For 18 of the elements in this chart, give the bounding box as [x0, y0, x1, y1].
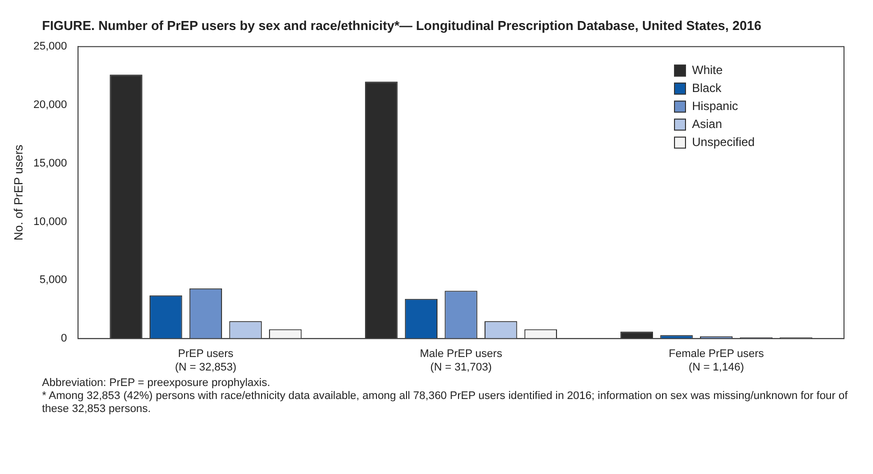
y-tick-label: 0	[60, 332, 68, 345]
text: Abbreviation: PrEP = preexposure prophylaxis.	[42, 377, 272, 390]
y-axis-title: No. of PrEP users	[12, 144, 26, 241]
x-tick-label: PrEP users (N = 32,853)	[174, 348, 236, 374]
y-tick-label: 15,000	[33, 157, 68, 170]
y-tick-label: 5,000	[40, 274, 68, 286]
legend-label: Black	[692, 80, 722, 95]
legend-label: Asian	[692, 116, 722, 131]
y-tick-label: 10,000	[33, 216, 68, 228]
legend-label: Hispanic	[692, 98, 738, 113]
text: * Among 32,853 (42%) persons with race/ethnicity data available, among all 78,360 PrEP users identified in 2016; information on sex was missing/unknown for four of these 32,853 persons.	[42, 390, 849, 416]
chart-title: FIGURE. Number of PrEP users by sex and race/ethnicity*— Longitudinal Prescription Database, United States, 2016	[42, 18, 762, 33]
x-tick-label: Male PrEP users (N = 31,703)	[420, 348, 503, 374]
y-tick-label: 20,000	[33, 99, 68, 112]
y-tick-label: 25,000	[33, 40, 68, 53]
legend-label: White	[692, 62, 723, 77]
legend-label: Unspecified	[692, 134, 755, 149]
x-tick-label: Female PrEP users (N = 1,146)	[668, 348, 764, 374]
